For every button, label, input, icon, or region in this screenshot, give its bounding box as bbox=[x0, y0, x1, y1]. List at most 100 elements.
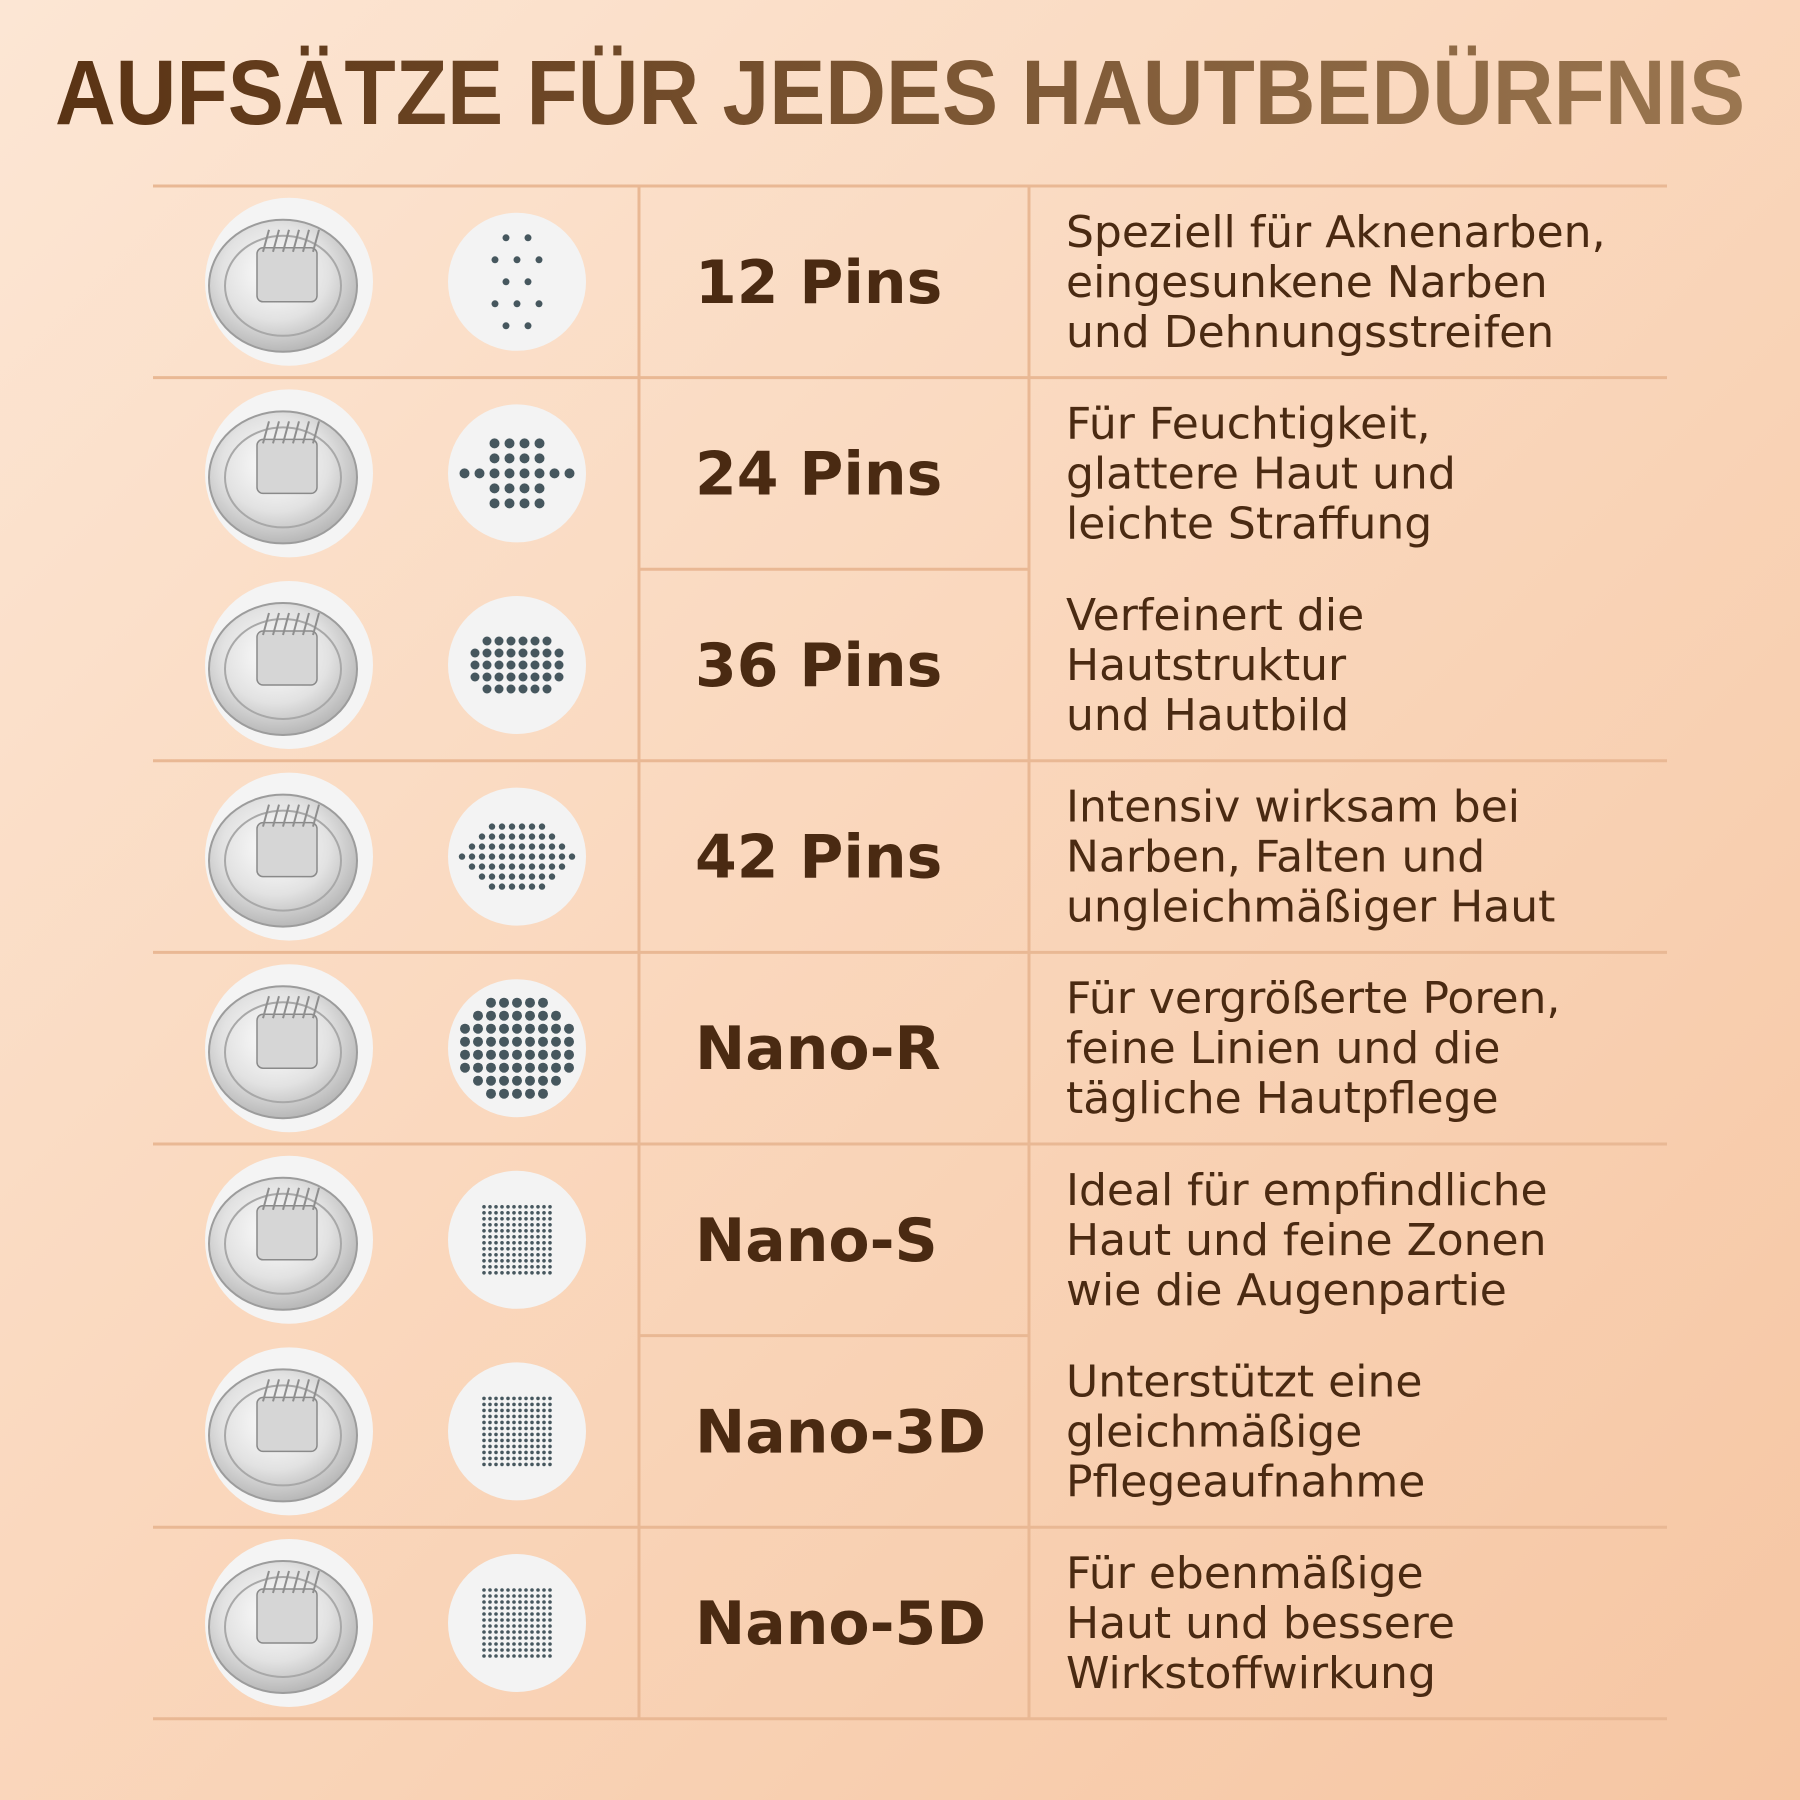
pin-dot bbox=[542, 1205, 546, 1209]
pin-dot bbox=[494, 1456, 498, 1461]
pin-dot bbox=[460, 1023, 470, 1034]
attachment-needle bbox=[272, 612, 280, 636]
pin-dot bbox=[548, 1241, 552, 1245]
pin-dot bbox=[488, 1420, 492, 1425]
description-line: Haut und feine Zonen bbox=[1066, 1215, 1547, 1266]
pin-dot bbox=[530, 1408, 534, 1413]
pin-dot bbox=[488, 1636, 492, 1640]
pin-dot bbox=[519, 498, 530, 509]
pin-dot bbox=[548, 1432, 552, 1437]
pin-dot bbox=[488, 873, 496, 880]
pin-dot bbox=[542, 1600, 546, 1604]
attachment-needle bbox=[282, 612, 290, 636]
pin-dot bbox=[536, 1642, 540, 1646]
pin-dot bbox=[482, 1223, 486, 1227]
pin-dot bbox=[542, 1618, 546, 1622]
pin-dot bbox=[536, 1205, 540, 1209]
pin-dot bbox=[458, 853, 466, 860]
pin-dot bbox=[506, 660, 516, 670]
pin-dot bbox=[488, 1265, 492, 1269]
pin-dot bbox=[482, 1396, 486, 1401]
pin-dot bbox=[494, 1612, 498, 1616]
pin-dot bbox=[536, 1618, 540, 1622]
pin-dot bbox=[538, 1023, 548, 1034]
attachment-needle bbox=[282, 1379, 290, 1402]
pin-dot bbox=[494, 1265, 498, 1269]
attachment-head bbox=[256, 1205, 318, 1261]
pin-dot bbox=[500, 1420, 504, 1425]
pin-dot bbox=[542, 1211, 546, 1215]
pin-dot bbox=[530, 1588, 534, 1592]
pin-dot bbox=[488, 1642, 492, 1646]
attachment-needle bbox=[312, 1570, 320, 1594]
pin-dot bbox=[542, 1223, 546, 1227]
title: AUFSÄTZE FÜR JEDES HAUTBEDÜRFNIS bbox=[55, 42, 1745, 144]
pin-dot bbox=[473, 1036, 483, 1047]
pin-dot bbox=[500, 1259, 504, 1263]
pin-dot bbox=[530, 1438, 534, 1443]
pin-dot bbox=[482, 1211, 486, 1215]
pin-dot bbox=[518, 1259, 522, 1263]
pin-dot bbox=[536, 1456, 540, 1461]
pin-dot bbox=[524, 1223, 528, 1227]
pin-dot bbox=[518, 1271, 522, 1275]
attachment-needle bbox=[302, 229, 310, 253]
pin-dot bbox=[530, 1253, 534, 1257]
pin-dot bbox=[536, 1265, 540, 1269]
pin-dot bbox=[500, 1271, 504, 1275]
pin-dot bbox=[542, 1654, 546, 1658]
pin-dot bbox=[538, 1010, 548, 1021]
pin-dot bbox=[494, 1618, 498, 1622]
pin-dot bbox=[506, 1654, 510, 1658]
pin-dot bbox=[506, 684, 516, 694]
pin-dot bbox=[486, 1036, 496, 1047]
attachment-needle bbox=[272, 1187, 280, 1211]
pin-dot bbox=[500, 1223, 504, 1227]
pin-dot bbox=[518, 1588, 522, 1592]
pin-dot bbox=[512, 1217, 516, 1221]
pin-dot bbox=[486, 1049, 496, 1060]
pin-dot bbox=[478, 843, 486, 850]
pin-dot bbox=[518, 853, 526, 860]
pin-dot bbox=[542, 1642, 546, 1646]
pin-dot bbox=[548, 1612, 552, 1616]
pin-dot bbox=[524, 1420, 528, 1425]
attachment-needle bbox=[282, 1570, 290, 1594]
pin-dot bbox=[494, 1259, 498, 1263]
attachment-needle bbox=[272, 1570, 280, 1594]
pin-dot bbox=[530, 1420, 534, 1425]
pin-dot bbox=[534, 438, 545, 449]
pin-dot bbox=[524, 1624, 528, 1628]
pin-dot bbox=[548, 1594, 552, 1598]
pin-dot bbox=[524, 1414, 528, 1419]
pin-dot bbox=[488, 1432, 492, 1437]
pin-dot bbox=[548, 1408, 552, 1413]
pin-dot bbox=[488, 1211, 492, 1215]
pin-dot bbox=[506, 1456, 510, 1461]
pin-dot bbox=[524, 1588, 528, 1592]
pin-dot bbox=[524, 1396, 528, 1401]
pin-dot bbox=[500, 1414, 504, 1419]
pin-dot bbox=[494, 1600, 498, 1604]
pin-dot bbox=[518, 1205, 522, 1209]
pin-dot bbox=[519, 438, 530, 449]
pin-dot bbox=[488, 823, 496, 830]
pin-dot bbox=[482, 672, 492, 682]
attachment-needle bbox=[272, 229, 280, 253]
pin-dot bbox=[530, 1396, 534, 1401]
pin-dot bbox=[518, 863, 526, 870]
pin-dot bbox=[536, 1253, 540, 1257]
pin-dot bbox=[518, 1636, 522, 1640]
pin-dot bbox=[506, 1211, 510, 1215]
pin-dot bbox=[518, 1438, 522, 1443]
attachment-ring bbox=[224, 1192, 342, 1295]
pin-dot bbox=[502, 322, 510, 330]
description-line: Ideal für empfindliche bbox=[1066, 1165, 1548, 1216]
pin-dot bbox=[542, 1624, 546, 1628]
pin-dot bbox=[524, 1265, 528, 1269]
pin-dot bbox=[542, 1648, 546, 1652]
pin-dot bbox=[536, 1426, 540, 1431]
pin-pattern bbox=[448, 404, 586, 543]
pin-dot bbox=[488, 1414, 492, 1419]
